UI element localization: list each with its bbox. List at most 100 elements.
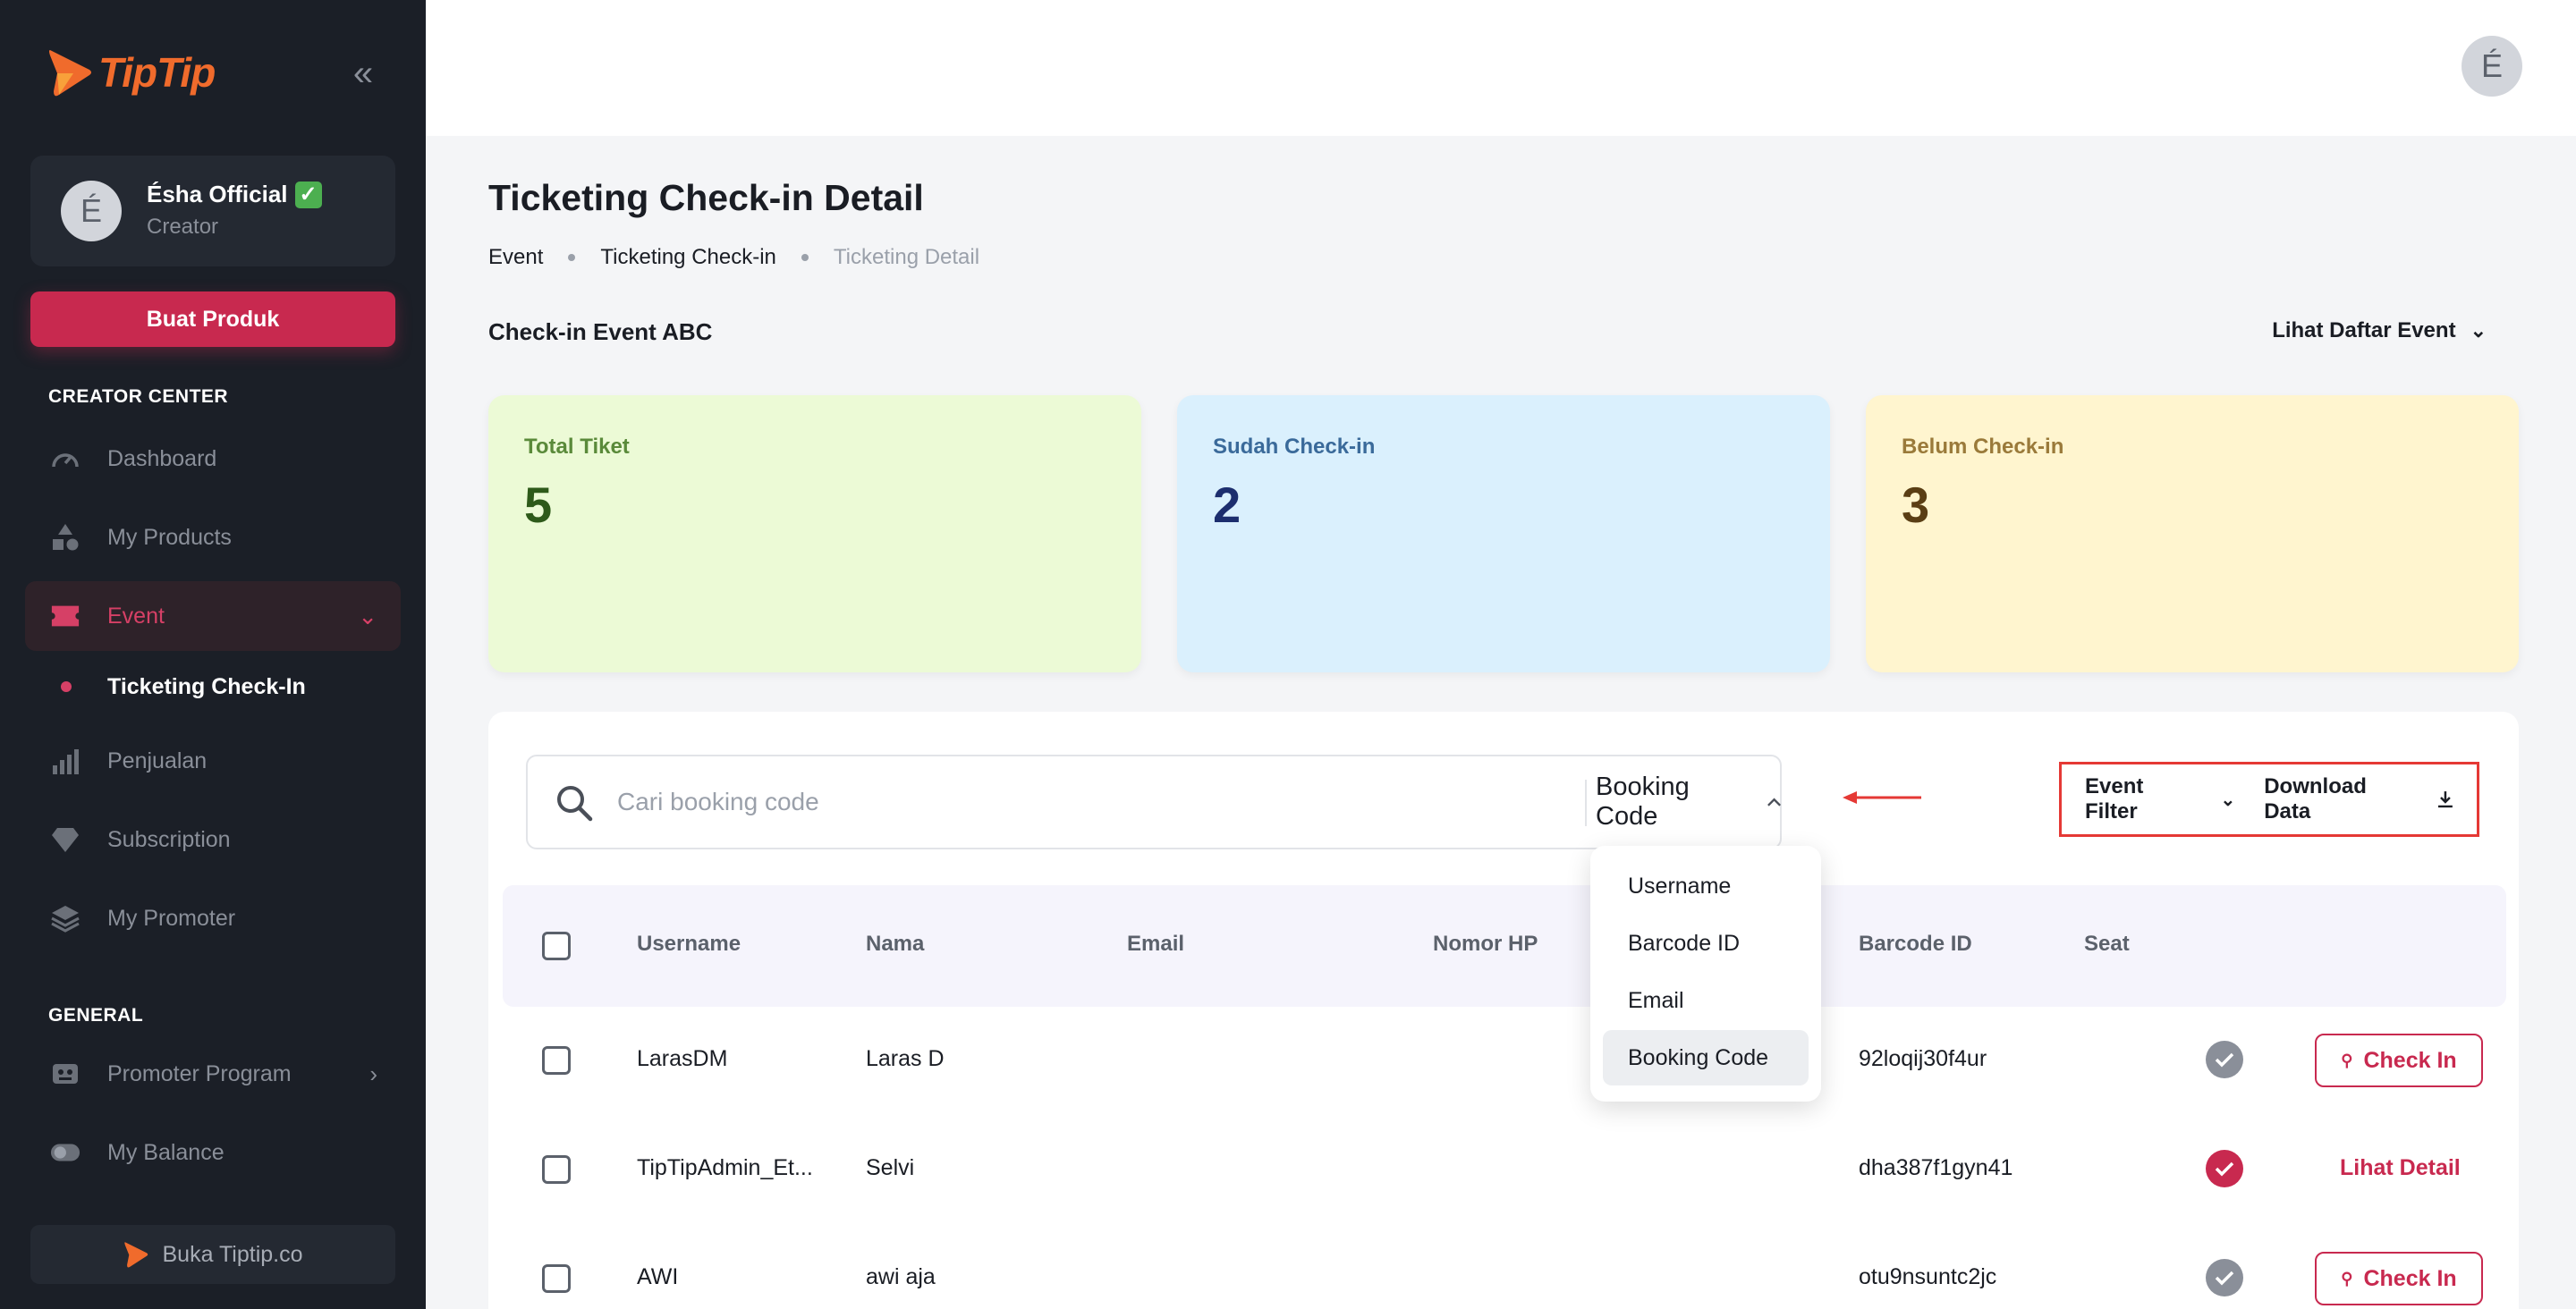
- user-check-icon: ⚲: [2341, 1051, 2353, 1069]
- active-dot-icon: [61, 681, 72, 692]
- search-box: Booking Code: [526, 755, 1782, 849]
- breadcrumb-separator: [568, 254, 576, 261]
- search-type-select[interactable]: Booking Code: [1596, 756, 1782, 848]
- header-avatar[interactable]: É: [2462, 36, 2522, 97]
- view-detail-link[interactable]: Lihat Detail: [2340, 1155, 2461, 1180]
- cell-nama: Selvi: [866, 1155, 915, 1180]
- row-checkbox[interactable]: [542, 1155, 571, 1184]
- collapse-sidebar-icon[interactable]: «: [352, 54, 374, 93]
- open-tiptip-button[interactable]: Buka Tiptip.co: [30, 1225, 395, 1284]
- sidebar-item-label: My Balance: [107, 1139, 225, 1165]
- logo-text: TipTip: [98, 49, 216, 96]
- chevron-down-icon: ⌄: [358, 602, 377, 629]
- column-header-barcode-id: Barcode ID: [1859, 932, 1972, 956]
- table-row: AWI awi aja ytjdhuo otu9nsuntc2jc ⚲ Chec…: [503, 1225, 2506, 1309]
- profile-name: Ésha Official ✓: [147, 181, 322, 208]
- column-header-seat: Seat: [2084, 932, 2130, 956]
- checkin-status-icon: [2206, 1041, 2243, 1078]
- sidebar-item-label: Promoter Program: [107, 1060, 292, 1086]
- profile-role: Creator: [147, 215, 219, 239]
- download-data-label: Download Data: [2264, 774, 2367, 823]
- profile-card[interactable]: É Ésha Official ✓ Creator: [30, 156, 395, 266]
- sidebar-subitem-ticketing-checkin[interactable]: Ticketing Check-In: [25, 660, 401, 714]
- sidebar-item-label: My Products: [107, 524, 232, 550]
- search-type-dropdown-menu: Username Barcode ID Email Booking Code: [1590, 846, 1821, 1102]
- cell-username: LarasDM: [637, 1046, 728, 1071]
- cell-barcode-id: otu9nsuntc2jc: [1859, 1264, 1997, 1289]
- diamond-icon: [50, 824, 80, 855]
- chevron-up-icon: [1767, 798, 1781, 807]
- event-list-label: Lihat Daftar Event: [2272, 318, 2456, 342]
- cell-username: AWI: [637, 1264, 679, 1289]
- section-label-creator-center: CREATOR CENTER: [48, 386, 229, 407]
- cell-nama: awi aja: [866, 1264, 936, 1289]
- breadcrumb: Event Ticketing Check-in Ticketing Detai…: [488, 245, 979, 270]
- download-data-button[interactable]: Download Data: [2264, 774, 2453, 824]
- ticket-icon: [50, 601, 80, 631]
- dropdown-option-barcode-id[interactable]: Barcode ID: [1628, 931, 1741, 956]
- dropdown-option-username[interactable]: Username: [1628, 874, 1732, 899]
- create-product-button[interactable]: Buat Produk: [30, 291, 395, 347]
- row-checkbox[interactable]: [542, 1046, 571, 1075]
- table-row: LarasDM Laras D 92loqij30f4ur ⚲ Check In: [503, 1007, 2506, 1116]
- stat-value: 5: [524, 477, 553, 533]
- check-in-button[interactable]: ⚲ Check In: [2315, 1034, 2483, 1087]
- dropdown-option-email[interactable]: Email: [1628, 988, 1684, 1013]
- cell-username: TipTipAdmin_Et...: [637, 1155, 813, 1180]
- stat-card-checked-in: Sudah Check-in 2: [1177, 395, 1830, 672]
- sidebar-item-label: Event: [107, 603, 165, 629]
- tiptip-logo-icon: [49, 50, 91, 97]
- dropdown-backdrop: [1590, 1102, 1821, 1309]
- chevron-right-icon: ›: [369, 1060, 377, 1087]
- column-header-email: Email: [1127, 932, 1185, 956]
- event-name: Check-in Event ABC: [488, 318, 713, 345]
- sidebar-item-dashboard[interactable]: Dashboard: [25, 424, 401, 494]
- event-filter-button[interactable]: Event Filter ⌄: [2085, 774, 2235, 824]
- sidebar-item-my-products[interactable]: My Products: [25, 502, 401, 572]
- gauge-icon: [50, 443, 80, 474]
- select-all-checkbox[interactable]: [542, 932, 571, 960]
- cell-barcode-id: 92loqij30f4ur: [1859, 1046, 1987, 1071]
- dropdown-option-booking-code[interactable]: Booking Code: [1603, 1030, 1809, 1085]
- sidebar-item-my-promoter[interactable]: My Promoter: [25, 883, 401, 953]
- sidebar-item-promoter-program[interactable]: Promoter Program ›: [25, 1039, 401, 1109]
- avatar: É: [61, 181, 122, 241]
- stat-card-not-checked-in: Belum Check-in 3: [1866, 395, 2519, 672]
- top-bar: É: [426, 0, 2576, 136]
- column-header-nama: Nama: [866, 932, 925, 956]
- check-in-label: Check In: [2363, 1265, 2457, 1291]
- chevron-down-icon: ⌄: [2220, 790, 2236, 810]
- open-tiptip-label: Buka Tiptip.co: [162, 1241, 303, 1267]
- section-label-general: GENERAL: [48, 1005, 144, 1026]
- sidebar-item-penjualan[interactable]: Penjualan: [25, 726, 401, 796]
- table-row: TipTipAdmin_Et... Selvi e47sszr dha387f1…: [503, 1116, 2506, 1225]
- verified-check-icon: ✓: [294, 181, 322, 208]
- search-type-value: Booking Code: [1596, 773, 1690, 831]
- breadcrumb-ticketing-checkin[interactable]: Ticketing Check-in: [600, 245, 776, 269]
- search-input[interactable]: [617, 774, 1190, 830]
- sidebar-item-label: My Promoter: [107, 905, 236, 931]
- layers-icon: [50, 903, 80, 933]
- stat-value: 3: [1902, 477, 1930, 533]
- stat-label: Total Tiket: [524, 435, 630, 459]
- search-divider: [1585, 780, 1587, 826]
- check-in-button[interactable]: ⚲ Check In: [2315, 1252, 2483, 1305]
- sidebar-item-subscription[interactable]: Subscription: [25, 805, 401, 874]
- tiptip-logo[interactable]: TipTip: [47, 46, 216, 98]
- breadcrumb-event[interactable]: Event: [488, 245, 544, 269]
- column-header-nomor-hp: Nomor HP: [1433, 932, 1538, 956]
- event-list-dropdown[interactable]: Lihat Daftar Event ⌄: [2272, 318, 2487, 343]
- row-checkbox[interactable]: [542, 1264, 571, 1293]
- cell-nama: Laras D: [866, 1046, 945, 1071]
- sidebar-item-my-balance[interactable]: My Balance: [25, 1118, 401, 1187]
- cell-barcode-id: dha387f1gyn41: [1859, 1155, 2013, 1180]
- sidebar-item-label: Subscription: [107, 826, 231, 852]
- sidebar-item-event[interactable]: Event ⌄: [25, 581, 401, 651]
- sidebar-item-label: Dashboard: [107, 445, 217, 471]
- stat-label: Sudah Check-in: [1213, 435, 1376, 459]
- event-filter-label: Event Filter: [2085, 774, 2144, 823]
- checkin-table-panel: Booking Code Event Filter ⌄ Download Dat…: [488, 712, 2519, 1309]
- shapes-icon: [50, 522, 80, 553]
- column-header-username: Username: [637, 932, 741, 956]
- search-icon: [557, 786, 593, 822]
